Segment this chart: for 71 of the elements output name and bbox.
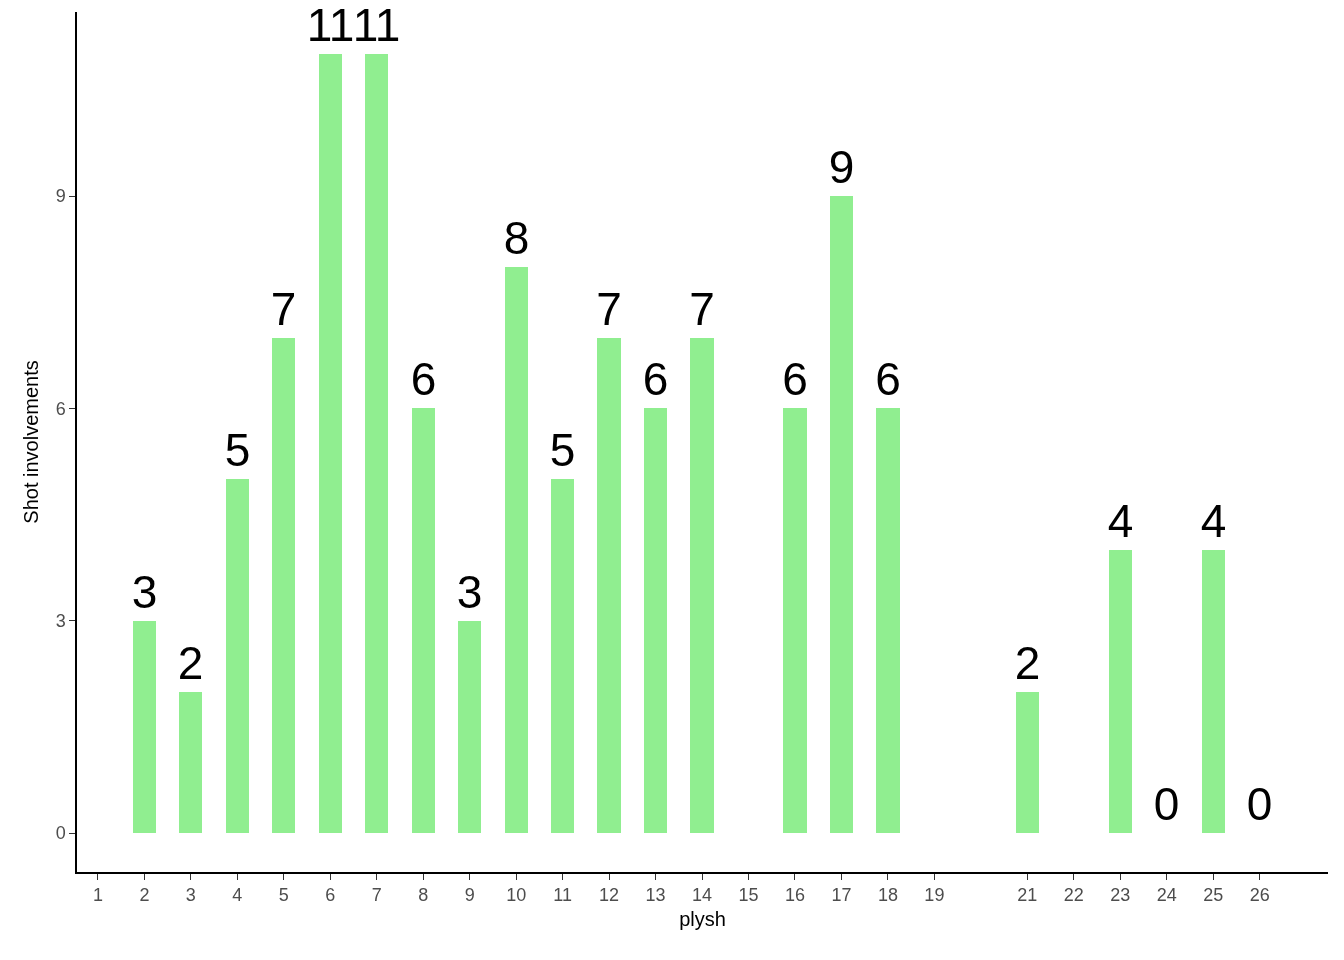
data-label: 6	[782, 353, 808, 405]
y-tick-label: 0	[55, 823, 66, 844]
data-label: 11	[352, 0, 401, 51]
bar	[505, 267, 528, 833]
x-tick-label: 6	[325, 885, 336, 906]
y-axis-title: Shot involvements	[19, 360, 42, 524]
x-tick-label: 19	[924, 885, 945, 906]
x-tick-label: 7	[371, 885, 382, 906]
data-label: 7	[596, 283, 622, 335]
x-tick-label: 14	[692, 885, 713, 906]
data-label: 2	[177, 637, 204, 689]
data-label: 7	[689, 283, 715, 335]
bar	[830, 196, 853, 833]
x-tick-label: 21	[1017, 885, 1038, 906]
x-tick-label: 13	[645, 885, 666, 906]
data-label: 9	[828, 141, 855, 193]
x-tick-label: 23	[1110, 885, 1131, 906]
x-tick-label: 24	[1156, 885, 1177, 906]
x-tick-label: 17	[831, 885, 852, 906]
x-tick-label: 10	[506, 885, 527, 906]
data-label: 6	[875, 353, 901, 405]
bar	[272, 338, 295, 833]
bar	[412, 408, 435, 833]
data-label: 5	[549, 424, 576, 476]
x-tick-label: 25	[1203, 885, 1224, 906]
bar	[644, 408, 667, 833]
bar	[1202, 550, 1225, 833]
bar	[365, 54, 388, 833]
bar	[783, 408, 807, 833]
data-label: 11	[306, 0, 355, 51]
data-label: 3	[131, 566, 158, 618]
bar	[458, 621, 481, 833]
bar	[226, 479, 249, 833]
bar	[133, 621, 156, 833]
x-tick-label: 8	[418, 885, 429, 906]
x-tick-label: 5	[278, 885, 289, 906]
x-tick-label: 16	[784, 885, 805, 906]
x-tick-label: 22	[1063, 885, 1084, 906]
x-tick-label: 2	[139, 885, 150, 906]
y-tick-label: 3	[55, 611, 66, 632]
bar	[1016, 692, 1039, 833]
x-tick-label: 15	[738, 885, 759, 906]
bar	[690, 338, 714, 833]
data-label: 0	[1153, 778, 1180, 831]
data-label: 2	[1014, 637, 1041, 689]
x-tick-label: 18	[877, 885, 898, 906]
bar	[876, 408, 900, 833]
x-tick-label: 11	[553, 885, 572, 906]
data-label: 4	[1107, 495, 1134, 547]
data-label: 0	[1246, 778, 1273, 831]
bar	[179, 692, 202, 833]
data-label: 8	[503, 212, 530, 264]
bar	[1109, 550, 1132, 833]
x-tick-label: 12	[599, 885, 620, 906]
bar	[319, 54, 342, 833]
x-tick-label: 9	[464, 885, 475, 906]
data-label: 3	[456, 566, 483, 618]
x-tick-label: 3	[185, 885, 196, 906]
data-label: 4	[1200, 495, 1227, 547]
data-label: 5	[224, 424, 251, 476]
y-tick-label: 9	[55, 186, 66, 207]
data-label: 7	[270, 283, 297, 335]
bar	[597, 338, 621, 833]
x-axis-title: plysh	[679, 908, 726, 931]
x-tick-label: 1	[92, 885, 103, 906]
data-label: 6	[410, 353, 437, 405]
x-tick-label: 4	[232, 885, 243, 906]
data-label: 6	[642, 353, 669, 405]
bar	[551, 479, 574, 833]
y-tick-label: 6	[55, 398, 66, 419]
x-tick-label: 26	[1249, 885, 1270, 906]
